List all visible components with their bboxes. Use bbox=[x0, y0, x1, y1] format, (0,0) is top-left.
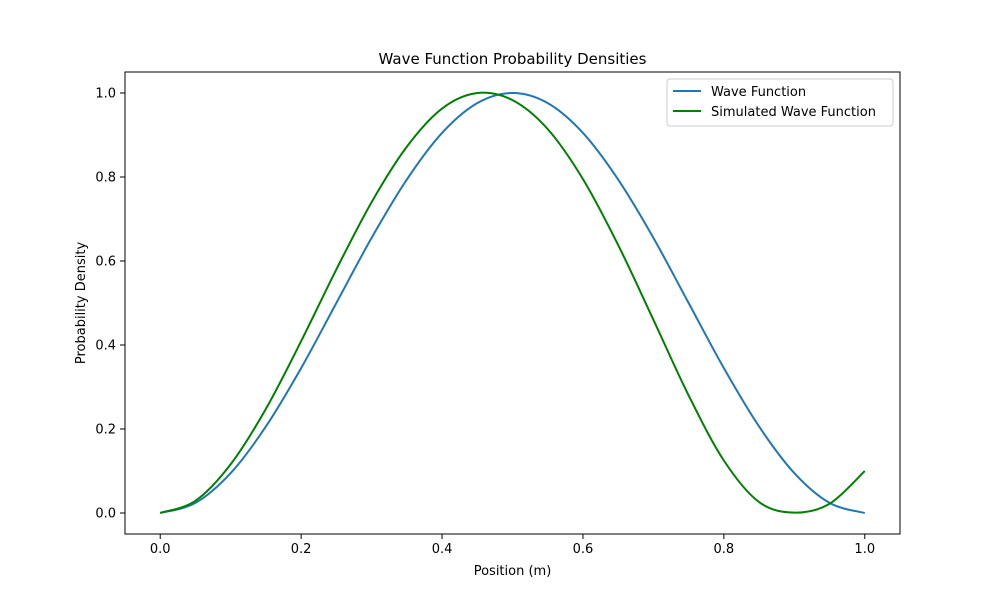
y-tick-label: 0.4 bbox=[95, 339, 116, 354]
legend-box bbox=[666, 78, 894, 127]
y-tick-label: 0.8 bbox=[95, 171, 116, 186]
x-tick-label: 1.0 bbox=[854, 542, 875, 557]
x-tick-label: 0.2 bbox=[291, 542, 312, 557]
x-tick-label: 0.8 bbox=[714, 542, 735, 557]
plot-area-frame bbox=[124, 71, 901, 535]
y-tick-label: 0.0 bbox=[95, 507, 116, 522]
series-line-wave-function bbox=[159, 92, 866, 514]
chart-title: Wave Function Probability Densities bbox=[379, 50, 647, 68]
legend-label-simulated-wave-function: Simulated Wave Function bbox=[711, 105, 876, 120]
x-tick-label: 0.4 bbox=[432, 542, 453, 557]
y-tick-label: 0.6 bbox=[95, 255, 116, 270]
legend: Wave Function Simulated Wave Function bbox=[666, 78, 894, 127]
legend-label-wave-function: Wave Function bbox=[711, 85, 806, 100]
y-tick-label: 1.0 bbox=[95, 87, 116, 102]
x-tick-label: 0.0 bbox=[150, 542, 171, 557]
y-axis-ticks: 0.0 0.2 0.4 0.6 0.8 1.0 bbox=[95, 87, 125, 522]
y-tick-label: 0.2 bbox=[95, 423, 116, 438]
x-axis-label: Position (m) bbox=[474, 564, 552, 579]
series-line-simulated-wave-function bbox=[159, 91, 866, 514]
x-axis-ticks: 0.0 0.2 0.4 0.6 0.8 1.0 bbox=[150, 534, 875, 557]
series-layer bbox=[159, 91, 866, 514]
y-axis-label: Probability Density bbox=[74, 242, 89, 365]
x-tick-label: 0.6 bbox=[573, 542, 594, 557]
